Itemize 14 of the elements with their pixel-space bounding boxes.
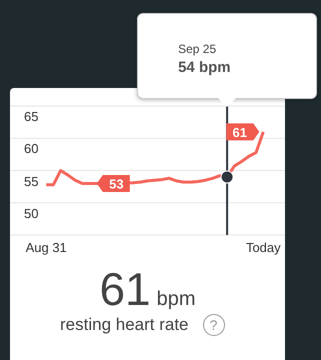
text: 54 bpm <box>178 59 231 76</box>
y-tick-label: 60 <box>24 141 38 156</box>
y-tick-label: 55 <box>24 174 38 189</box>
text: bpm <box>156 288 196 310</box>
x-tick-label: Aug 31 <box>26 240 67 256</box>
y-tick-label: 65 <box>24 109 38 124</box>
x-tick-label: Today <box>246 240 282 256</box>
y-tick-label: 50 <box>24 206 38 221</box>
text: resting heart rate <box>60 315 189 335</box>
text: ? <box>202 314 225 336</box>
data-label: 61 <box>232 124 248 140</box>
text: Sep 25 <box>178 42 216 56</box>
text: 61 <box>99 263 151 315</box>
data-label: 53 <box>109 176 124 192</box>
